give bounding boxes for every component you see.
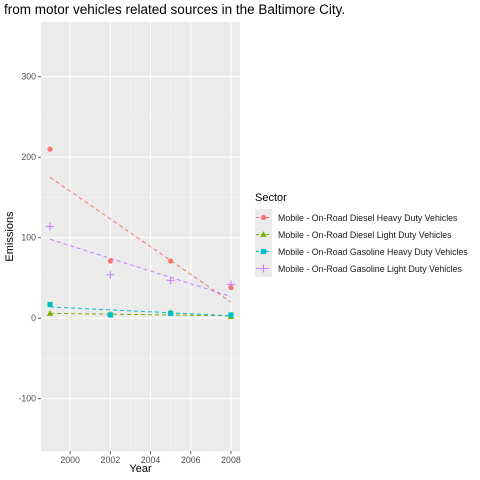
data-point xyxy=(226,280,235,289)
y-tick-label: -100 xyxy=(18,394,36,404)
x-tick-label: 2006 xyxy=(181,455,201,465)
data-point xyxy=(107,312,113,318)
data-point xyxy=(168,258,174,264)
x-tick-label: 2002 xyxy=(101,455,121,465)
data-point xyxy=(46,309,54,316)
legend-key-swatch xyxy=(255,209,272,226)
trend-line xyxy=(50,312,231,317)
data-point xyxy=(47,146,53,152)
legend-label: Mobile - On-Road Gasoline Heavy Duty Veh… xyxy=(278,246,468,257)
grid-lines xyxy=(41,22,240,451)
legend-marker xyxy=(260,248,267,255)
chart-title: from motor vehicles related sources in t… xyxy=(4,2,346,17)
trend-line xyxy=(49,238,232,297)
y-axis-title: Emissions xyxy=(4,211,16,262)
legend-marker xyxy=(260,231,267,237)
x-tick-label: 2004 xyxy=(141,455,161,465)
legend-marker xyxy=(260,214,267,221)
y-tick-label: 100 xyxy=(21,233,36,243)
legend-items: Mobile - On-Road Diesel Heavy Duty Vehic… xyxy=(255,209,468,277)
trend-line xyxy=(49,176,232,303)
legend-item: Mobile - On-Road Gasoline Heavy Duty Veh… xyxy=(255,243,468,260)
data-points xyxy=(46,146,235,319)
legend-item: Mobile - On-Road Diesel Heavy Duty Vehic… xyxy=(255,209,468,226)
data-point xyxy=(107,258,113,264)
legend-item: Mobile - On-Road Diesel Light Duty Vehic… xyxy=(255,226,468,243)
axes: -100 0 100 200 300 2000 2002 2004 2006 2008 xyxy=(18,72,240,465)
plot-panel xyxy=(41,22,240,451)
data-point xyxy=(47,301,53,308)
legend-title: Sector xyxy=(255,192,287,204)
y-tick-label: 200 xyxy=(21,152,36,162)
legend-key-swatch xyxy=(255,260,272,277)
data-point xyxy=(166,276,175,285)
legend-key-swatch xyxy=(255,226,272,243)
legend-label: Mobile - On-Road Gasoline Light Duty Veh… xyxy=(278,263,462,274)
data-point xyxy=(106,270,115,279)
data-point xyxy=(228,312,234,318)
y-tick-label: 300 xyxy=(21,72,36,82)
legend: Sector Mobile - On-Road Diesel Heavy Dut… xyxy=(255,192,468,277)
legend-label: Mobile - On-Road Diesel Heavy Duty Vehic… xyxy=(278,212,458,223)
x-tick-label: 2008 xyxy=(221,455,241,465)
legend-key-swatch xyxy=(255,243,272,260)
trend-lines xyxy=(49,176,232,317)
data-point xyxy=(46,222,55,231)
y-tick-label: 0 xyxy=(31,313,36,323)
trend-line xyxy=(50,306,231,317)
x-axis-title: Year xyxy=(129,463,152,475)
data-point xyxy=(168,310,174,316)
legend-marker xyxy=(259,264,268,273)
legend-item: Mobile - On-Road Gasoline Light Duty Veh… xyxy=(255,260,468,277)
legend-label: Mobile - On-Road Diesel Light Duty Vehic… xyxy=(278,229,452,240)
x-tick-label: 2000 xyxy=(60,455,80,465)
